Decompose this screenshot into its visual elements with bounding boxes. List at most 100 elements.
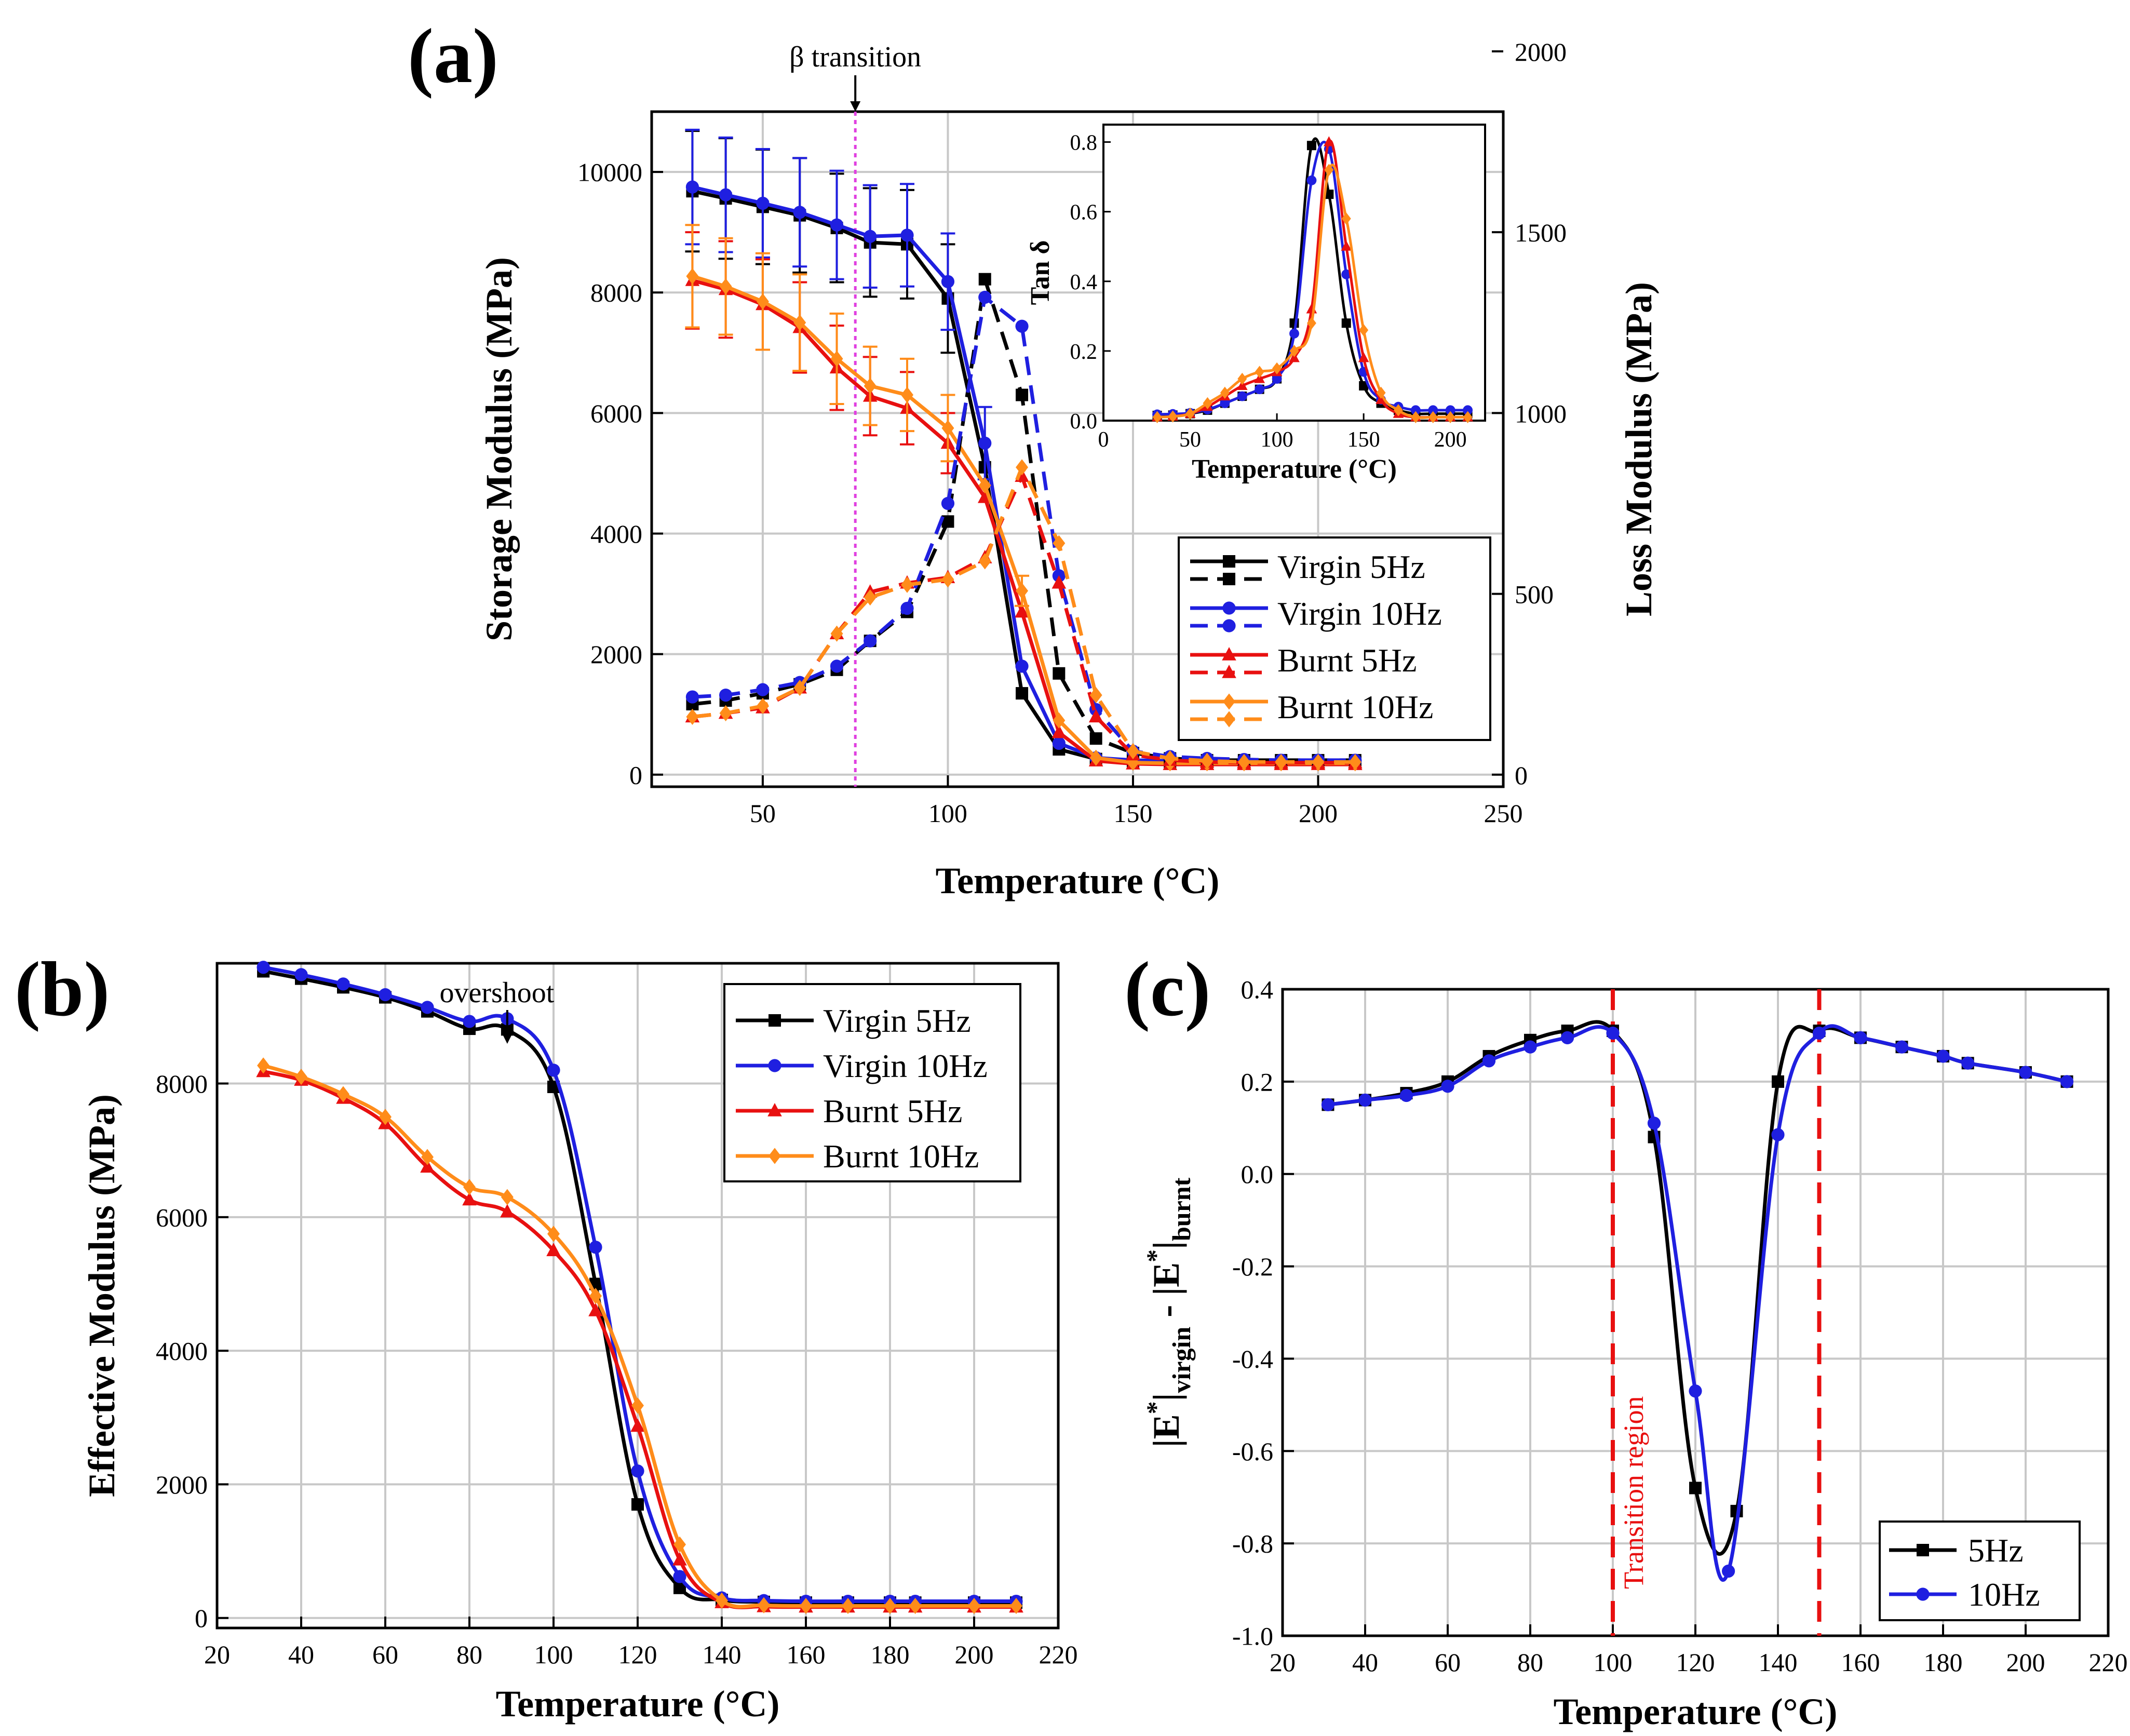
legend-label: Burnt 5Hz xyxy=(1277,642,1417,679)
y-axis-title-part: | xyxy=(1145,1439,1187,1447)
y-tick-label: 0.2 xyxy=(1241,1067,1274,1096)
data-point xyxy=(978,436,992,450)
y-axis-title-part: | xyxy=(1145,1287,1187,1296)
inset-y-tick-label: 0.4 xyxy=(1070,271,1098,294)
data-point xyxy=(1051,575,1067,589)
inset-y-tick-label: 0.8 xyxy=(1070,131,1098,155)
data-point xyxy=(1428,411,1438,423)
transition-region-label: Transition region xyxy=(1618,1396,1649,1589)
plot-frame xyxy=(650,110,1505,788)
data-point xyxy=(1088,709,1103,723)
legend-label: Virgin 10Hz xyxy=(823,1047,988,1084)
inset-background xyxy=(1103,125,1485,421)
data-point xyxy=(1689,1384,1702,1398)
inset-frame xyxy=(1102,124,1486,422)
data-point xyxy=(756,683,770,696)
data-point xyxy=(1015,660,1029,673)
y-tick-label: -0.6 xyxy=(1232,1437,1273,1466)
beta-transition-label: β transition xyxy=(789,41,921,73)
data-point xyxy=(1689,1482,1702,1495)
y-tick-label: 6000 xyxy=(156,1203,208,1232)
data-point xyxy=(685,690,699,704)
data-point xyxy=(1358,352,1369,362)
data-point xyxy=(1237,372,1247,385)
inset-x-tick-label: 50 xyxy=(1179,428,1201,452)
x-tick-label: 220 xyxy=(2089,1648,2128,1677)
chart-panel-a: 50 100 150 200 25002000400060008000100000500… xyxy=(408,13,1660,901)
legend-marker xyxy=(768,1059,781,1072)
x-tick-label: 80 xyxy=(1517,1648,1543,1677)
inset-x-tick-label: 100 xyxy=(1261,428,1293,452)
plot-frame xyxy=(1281,988,2110,1637)
data-point xyxy=(630,1418,645,1432)
data-point xyxy=(1201,752,1214,769)
data-point xyxy=(793,680,806,696)
chart-panel-c: 20 40 60 80 100 120 140 160 180 200 220-1.0-0.8-0.… xyxy=(1124,946,2128,1732)
data-point xyxy=(547,1226,560,1242)
data-point xyxy=(463,1015,476,1028)
data-point xyxy=(1089,749,1102,766)
data-point xyxy=(1126,743,1139,760)
data-point xyxy=(1349,753,1361,771)
data-point xyxy=(589,1288,602,1304)
y2-axis-title: Loss Modulus (MPa) xyxy=(1618,282,1660,616)
data-point xyxy=(1428,405,1438,415)
data-point xyxy=(1164,750,1177,767)
y-axis-title-part: E xyxy=(1145,1414,1187,1439)
data-point xyxy=(1220,386,1230,399)
beta-arrow-head xyxy=(850,101,861,112)
data-point xyxy=(756,697,769,715)
data-point xyxy=(716,1592,728,1609)
data-point xyxy=(1237,753,1250,771)
x-tick-label: 220 xyxy=(1039,1640,1078,1669)
legend-marker xyxy=(1222,601,1236,615)
data-point xyxy=(1015,604,1029,618)
data-point xyxy=(1053,667,1066,680)
inset-y-tick-label: 0.6 xyxy=(1070,201,1098,225)
y-tick-label: -1.0 xyxy=(1232,1622,1273,1651)
data-point xyxy=(978,553,991,570)
data-point xyxy=(901,576,913,593)
data-point xyxy=(756,196,770,210)
x-tick-label: 200 xyxy=(2006,1648,2045,1677)
inset-y-label: Tan δ xyxy=(1026,240,1055,305)
y-tick-label: 4000 xyxy=(156,1337,208,1366)
data-point xyxy=(1016,583,1029,599)
legend-label: Virgin 10Hz xyxy=(1277,595,1442,632)
data-point xyxy=(588,1302,603,1316)
data-point xyxy=(294,968,308,981)
x-tick-label: 20 xyxy=(1270,1648,1296,1677)
inset-x-tick-label: 200 xyxy=(1434,428,1467,452)
series-line xyxy=(1157,141,1468,416)
data-point xyxy=(501,1189,514,1205)
y-axis-title-part: | xyxy=(1145,1393,1187,1402)
data-point xyxy=(978,477,991,494)
x-tick-label: 180 xyxy=(1924,1648,1963,1677)
data-point xyxy=(1441,1080,1454,1093)
data-point xyxy=(2019,1066,2032,1079)
series-line xyxy=(1327,1020,2068,1556)
legend-marker xyxy=(1223,555,1235,568)
legend-marker xyxy=(1223,693,1235,710)
inset-y-tick-label: 0.2 xyxy=(1070,340,1098,364)
y-tick-label: 0.0 xyxy=(1241,1160,1274,1189)
data-point xyxy=(1272,362,1282,375)
data-point xyxy=(1152,411,1162,423)
data-point xyxy=(1321,1098,1335,1111)
data-point xyxy=(1016,687,1029,700)
y-tick-label: 0 xyxy=(195,1604,208,1633)
data-point xyxy=(1771,1128,1785,1141)
legend-marker xyxy=(1222,647,1236,661)
legend-marker xyxy=(1916,1587,1930,1601)
data-point xyxy=(793,206,806,219)
data-point xyxy=(1722,1564,1735,1578)
x-tick-label: 160 xyxy=(1841,1648,1880,1677)
data-point xyxy=(1053,712,1066,729)
y2-tick-label: 500 xyxy=(1515,580,1554,609)
data-point xyxy=(1936,1049,1950,1063)
data-point xyxy=(1772,1075,1784,1088)
data-point xyxy=(336,977,350,991)
data-point xyxy=(1376,394,1386,404)
data-point xyxy=(1236,380,1248,391)
y-axis-title-part: | xyxy=(1145,1241,1187,1249)
